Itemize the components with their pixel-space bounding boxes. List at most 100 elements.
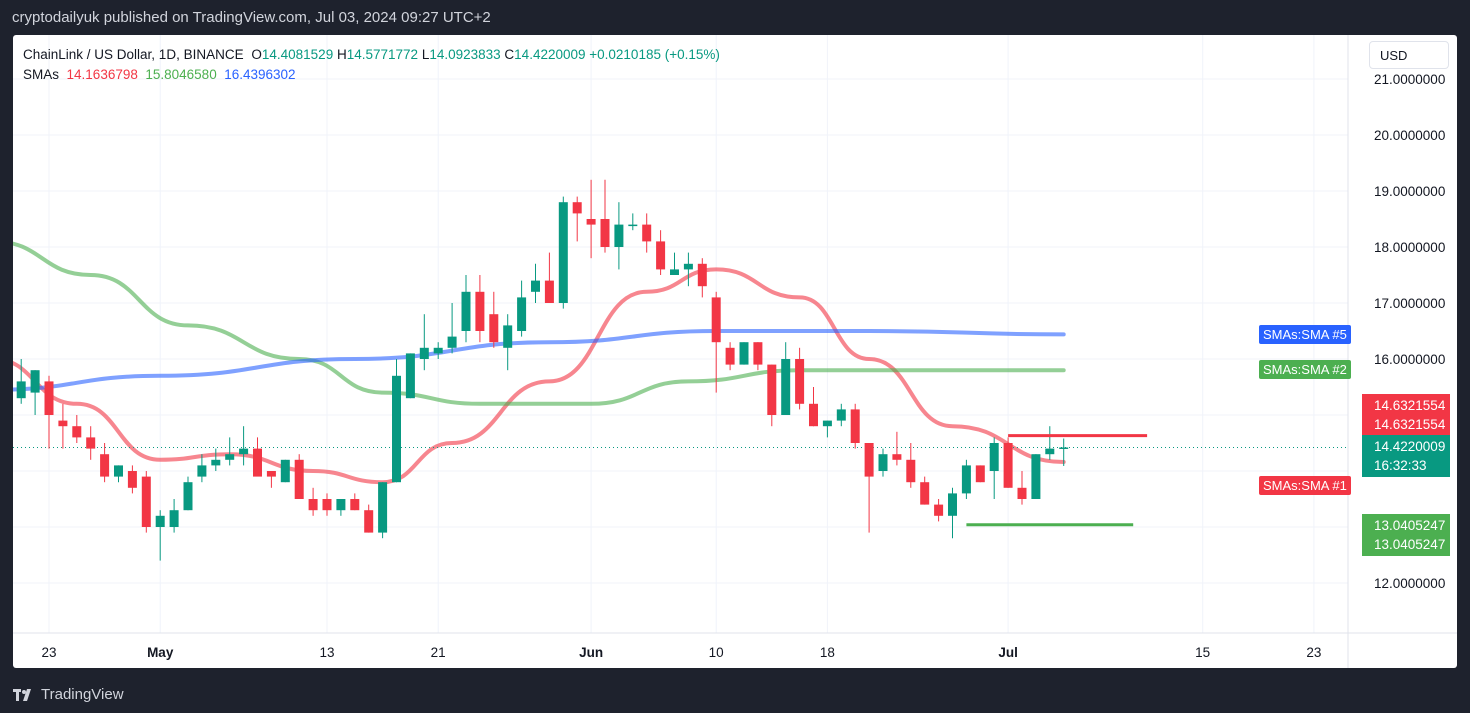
candle-body[interactable]	[531, 280, 540, 292]
candle-body[interactable]	[127, 471, 137, 488]
candle-body[interactable]	[169, 510, 179, 527]
sma-row: SMAs 14.1636798 15.8046580 16.4396302	[23, 65, 720, 85]
candle-body[interactable]	[836, 409, 846, 421]
candle-body[interactable]	[558, 202, 568, 303]
candle-body[interactable]	[1045, 448, 1055, 455]
resistance-price-tag: 14.6321554 14.6321554	[1362, 394, 1450, 436]
candle-body[interactable]	[642, 224, 652, 242]
candle-body[interactable]	[711, 297, 721, 343]
candle-body[interactable]	[266, 471, 276, 477]
candle-body[interactable]	[517, 297, 527, 331]
candle-body[interactable]	[475, 291, 485, 331]
candle-body[interactable]	[197, 465, 207, 477]
candle-body[interactable]	[405, 353, 415, 399]
candle-body[interactable]	[1059, 447, 1069, 449]
candle-body[interactable]	[739, 342, 749, 365]
candle-body[interactable]	[725, 347, 735, 365]
x-tick-label: May	[147, 645, 174, 660]
candle-body[interactable]	[892, 454, 902, 460]
candle-body[interactable]	[225, 454, 235, 460]
candle-body[interactable]	[294, 459, 304, 499]
candle-body[interactable]	[183, 482, 193, 511]
candle-body[interactable]	[670, 269, 679, 275]
candle-body[interactable]	[1003, 443, 1013, 488]
candle-body[interactable]	[544, 280, 554, 303]
candle-body[interactable]	[350, 499, 360, 511]
candle-body[interactable]	[920, 482, 930, 505]
candle-body[interactable]	[419, 347, 429, 359]
candle-body[interactable]	[600, 219, 610, 247]
candle-body[interactable]	[683, 263, 693, 270]
candle-body[interactable]	[1031, 454, 1041, 499]
candle-body[interactable]	[155, 515, 165, 527]
candle-body[interactable]	[141, 476, 151, 527]
candle-body[interactable]	[906, 459, 916, 483]
smas-label[interactable]: SMAs	[23, 67, 60, 82]
candle-body[interactable]	[433, 347, 443, 354]
candle-body[interactable]	[656, 241, 666, 270]
currency-selector[interactable]: USD	[1369, 41, 1449, 69]
y-tick-label: 16.0000000	[1374, 352, 1445, 367]
candle-body[interactable]	[461, 291, 471, 331]
candle-body[interactable]	[114, 465, 123, 477]
sma1-tag: SMAs:SMA #1	[1259, 476, 1351, 495]
candle-body[interactable]	[336, 499, 346, 511]
candle-body[interactable]	[503, 325, 513, 348]
candle-body[interactable]	[378, 482, 388, 533]
candle-body[interactable]	[86, 437, 96, 449]
candle-body[interactable]	[253, 448, 262, 477]
candle-body[interactable]	[239, 448, 249, 455]
candle-body[interactable]	[948, 493, 957, 516]
candle-body[interactable]	[864, 443, 874, 477]
y-tick-label: 21.0000000	[1374, 72, 1445, 87]
candle-body[interactable]	[795, 359, 805, 404]
candle-body[interactable]	[100, 454, 110, 477]
candle-body[interactable]	[586, 219, 596, 225]
candle-body[interactable]	[781, 359, 791, 415]
candle-body[interactable]	[753, 342, 763, 365]
candle-body[interactable]	[72, 426, 82, 438]
candle-body[interactable]	[975, 465, 985, 483]
candle-body[interactable]	[280, 459, 290, 483]
sma2-value: 15.8046580	[145, 67, 217, 82]
candle-body[interactable]	[308, 499, 318, 511]
candle-body[interactable]	[628, 224, 638, 227]
candle-body[interactable]	[934, 504, 944, 516]
high-value: 14.5771772	[346, 47, 419, 62]
candle-body[interactable]	[44, 381, 54, 415]
candle-body[interactable]	[767, 364, 777, 415]
y-tick-label: 12.0000000	[1374, 576, 1445, 591]
x-tick-label: Jul	[998, 645, 1018, 660]
candle-body[interactable]	[809, 403, 818, 427]
y-tick-label: 19.0000000	[1374, 184, 1445, 199]
candle-body[interactable]	[989, 443, 999, 471]
price-chart[interactable]: 12.0000000 16.0000000 17.0000000 18.0000000…	[13, 35, 1457, 668]
candle-body[interactable]	[58, 420, 68, 427]
sma-line-2	[13, 241, 1066, 406]
candle-body[interactable]	[878, 454, 888, 471]
chart-panel[interactable]: 12.0000000 16.0000000 17.0000000 18.0000000…	[13, 35, 1457, 668]
candle-body[interactable]	[614, 224, 624, 247]
tradingview-logo[interactable]: TradingView	[13, 686, 124, 703]
candle-body[interactable]	[697, 263, 707, 287]
candle-body[interactable]	[211, 459, 221, 466]
candle-body[interactable]	[392, 375, 401, 483]
change-value: +0.0210185 (+0.15%)	[589, 47, 720, 62]
countdown: 16:32:33	[1374, 458, 1427, 473]
candle-body[interactable]	[30, 370, 40, 393]
close-label: C	[504, 47, 515, 62]
ohlc-row: ChainLink / US Dollar, 1D, BINANCE O14.4…	[23, 45, 720, 65]
brand-name: TradingView	[41, 686, 124, 703]
open-value: 14.4081529	[261, 47, 334, 62]
candle-body[interactable]	[961, 465, 971, 494]
candle-body[interactable]	[16, 381, 26, 399]
candle-body[interactable]	[489, 314, 499, 343]
candle-body[interactable]	[1017, 487, 1027, 499]
candle-body[interactable]	[364, 510, 374, 533]
candle-body[interactable]	[447, 336, 457, 348]
symbol-label[interactable]: ChainLink / US Dollar, 1D, BINANCE	[23, 47, 244, 62]
candle-body[interactable]	[572, 202, 582, 214]
candle-body[interactable]	[322, 499, 332, 511]
candle-body[interactable]	[822, 420, 832, 427]
candle-body[interactable]	[850, 409, 860, 443]
